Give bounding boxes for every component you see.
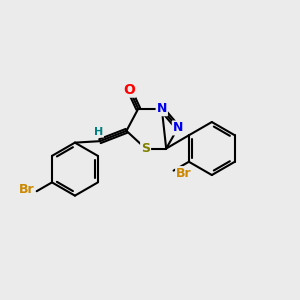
- Text: S: S: [141, 142, 150, 155]
- Text: O: O: [124, 82, 135, 97]
- Text: H: H: [94, 127, 103, 137]
- Text: Br: Br: [19, 183, 34, 196]
- Text: N: N: [173, 122, 183, 134]
- Text: Br: Br: [176, 167, 192, 180]
- Text: N: N: [157, 102, 167, 115]
